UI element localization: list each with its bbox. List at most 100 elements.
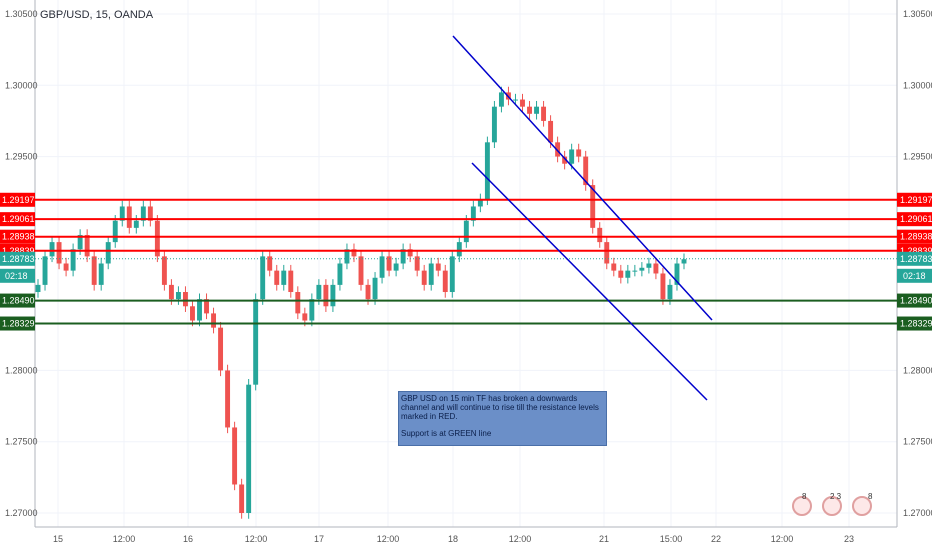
candle-body bbox=[484, 142, 490, 200]
candle-body bbox=[316, 284, 322, 300]
event-count-3: 8 bbox=[868, 492, 873, 501]
candle-body bbox=[569, 149, 575, 164]
us-flag-icon[interactable] bbox=[822, 496, 842, 516]
y-tick-label-left: 1.27000 bbox=[5, 508, 38, 518]
candle-body bbox=[168, 284, 174, 300]
horizontal-levels bbox=[35, 198, 897, 325]
candle-body bbox=[548, 120, 554, 143]
candle-body bbox=[583, 156, 589, 186]
event-count-2: 2 3 bbox=[830, 492, 842, 501]
downward-channel[interactable] bbox=[452, 35, 713, 401]
candle-body bbox=[414, 256, 420, 271]
support-tag-right bbox=[897, 293, 932, 308]
note-line-1: GBP USD on 15 min TF has broken a downwa… bbox=[401, 394, 599, 421]
candle-body bbox=[344, 249, 350, 264]
candle-body bbox=[639, 267, 645, 271]
x-tick-label: 16 bbox=[183, 534, 193, 544]
support-tag-right bbox=[897, 316, 932, 331]
candle-body bbox=[442, 270, 448, 293]
candle-body bbox=[77, 234, 83, 250]
candle-body bbox=[274, 270, 280, 285]
candle-body bbox=[534, 106, 540, 114]
candle-body bbox=[527, 106, 532, 114]
candle-body bbox=[470, 206, 476, 221]
us-flag-icon[interactable] bbox=[852, 496, 872, 516]
candle-body bbox=[49, 242, 55, 257]
candle-body bbox=[646, 263, 652, 268]
candle-body bbox=[42, 256, 48, 285]
candle-body bbox=[456, 242, 462, 257]
last-price-tag-left bbox=[0, 251, 35, 266]
candle-body bbox=[491, 106, 497, 143]
resistance-tag-left-text: 1.29061 bbox=[2, 214, 35, 224]
candle-body bbox=[386, 256, 392, 271]
y-tick-label-left: 1.29500 bbox=[5, 152, 38, 162]
y-tick-label-left: 1.27500 bbox=[5, 437, 38, 447]
candle-body bbox=[35, 284, 41, 293]
event-count-1: 8 bbox=[802, 492, 807, 501]
candle-body bbox=[84, 234, 90, 257]
candle-body bbox=[653, 263, 659, 274]
candle-body bbox=[211, 313, 217, 328]
support-tag-right-text: 1.28490 bbox=[900, 296, 932, 306]
y-tick-label-right: 1.28000 bbox=[903, 365, 932, 375]
countdown-tag-right bbox=[897, 268, 932, 283]
countdown-text-left: 02:18 bbox=[5, 271, 28, 281]
uk-flag-icon[interactable] bbox=[792, 496, 812, 516]
support-tag-left bbox=[0, 316, 35, 331]
candle-body bbox=[253, 299, 259, 385]
candle-body bbox=[112, 220, 118, 243]
candle-body bbox=[246, 384, 252, 513]
channel-upper-line[interactable] bbox=[452, 35, 713, 321]
candle-body bbox=[56, 242, 62, 264]
y-tick-label-right: 1.30500 bbox=[903, 9, 932, 19]
last-price-tag-right bbox=[897, 251, 932, 266]
candle-body bbox=[133, 220, 139, 228]
x-axis: 15 12:00 16 12:00 17 12:00 18 12:00 21 15:00 22 12:… bbox=[53, 534, 854, 544]
candle-body bbox=[190, 306, 195, 321]
channel-lower-line[interactable] bbox=[471, 162, 708, 401]
candle-body bbox=[576, 149, 582, 157]
x-tick-label: 15:00 bbox=[660, 534, 683, 544]
x-tick-label: 15 bbox=[53, 534, 63, 544]
candle-body bbox=[421, 270, 427, 285]
last-price-tag-left-text: 1.28783 bbox=[2, 254, 35, 264]
analysis-note[interactable]: GBP USD on 15 min TF has broken a downwa… bbox=[398, 391, 607, 446]
candle-body bbox=[295, 292, 301, 314]
candle-body bbox=[232, 427, 238, 485]
candle-body bbox=[323, 284, 329, 307]
candle-body bbox=[98, 263, 104, 285]
candle-body bbox=[435, 263, 441, 271]
candle-body bbox=[309, 299, 315, 321]
countdown-tag-left bbox=[0, 268, 35, 283]
resistance-tag-left-text: 1.28938 bbox=[2, 232, 35, 242]
candle-body bbox=[161, 256, 167, 285]
y-axis-right: 1.30500 1.30000 1.29500 1.28000 1.27500 1.270… bbox=[903, 9, 932, 518]
candle-body bbox=[204, 299, 209, 314]
candle-body bbox=[154, 220, 160, 257]
y-tick-label-right: 1.29500 bbox=[903, 152, 932, 162]
x-tick-label: 12:00 bbox=[377, 534, 400, 544]
resistance-tag-right bbox=[897, 229, 932, 244]
candle-body bbox=[541, 106, 547, 121]
candle-body bbox=[379, 256, 385, 278]
candle-body bbox=[260, 256, 266, 300]
candle-body bbox=[449, 256, 455, 293]
x-tick-label: 22 bbox=[711, 534, 721, 544]
candle-body bbox=[681, 259, 687, 264]
candle-body bbox=[218, 327, 224, 371]
economic-events[interactable]: 8 2 3 8 bbox=[788, 492, 884, 524]
countdown-text-right: 02:18 bbox=[903, 271, 926, 281]
candle-body bbox=[618, 270, 624, 278]
candle-body bbox=[239, 484, 245, 513]
candle-body bbox=[119, 206, 125, 221]
candle-body bbox=[407, 249, 413, 257]
candle-body bbox=[513, 99, 518, 101]
candle-body bbox=[660, 273, 666, 300]
candle-body bbox=[182, 292, 188, 307]
chart-title: GBP/USD, 15, OANDA bbox=[40, 9, 154, 21]
support-tag-left-text: 1.28490 bbox=[2, 296, 35, 306]
price-tags: 1.29197 1.29197 1.29061 1.29061 1.28938 1.289… bbox=[0, 192, 932, 331]
resistance-tag-right-text: 1.29197 bbox=[900, 195, 932, 205]
